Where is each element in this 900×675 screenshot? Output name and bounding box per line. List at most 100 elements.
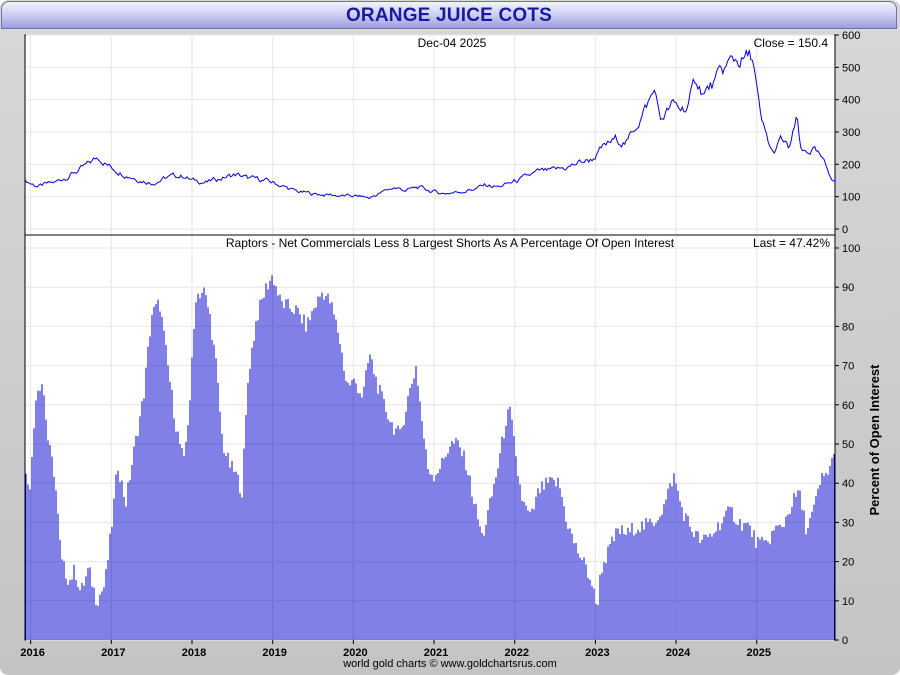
raptors-bar [319,296,321,640]
raptors-bar [615,528,617,640]
raptors-bar [215,358,217,640]
raptors-bar [367,363,369,640]
raptors-bar [359,393,361,640]
raptors-bar [237,474,239,640]
raptors-bar [807,527,809,640]
price-panel [24,34,836,236]
raptors-bar [453,443,455,640]
raptors-bar [661,514,663,640]
raptors-bar [731,507,733,640]
raptors-bar [721,523,723,640]
raptors-bar [773,530,775,640]
raptors-y-tick-label: 100 [842,243,860,255]
raptors-bar [53,476,55,640]
raptors-bar [363,386,365,640]
raptors-bar [609,544,611,640]
price-y-tick-label: 600 [842,30,860,42]
raptors-bar [369,354,371,640]
raptors-bar [639,532,641,640]
raptors-bar [743,523,745,640]
x-tick-label: 2017 [101,647,125,659]
raptors-y-tick-label: 30 [842,517,854,529]
x-tick-label: 2024 [666,647,691,659]
raptors-bar [681,507,683,640]
raptors-bar [197,293,199,640]
raptors-bar [633,535,635,640]
raptors-bar [249,368,251,640]
raptors-bar [645,518,647,640]
raptors-bar [649,518,651,640]
raptors-bar [759,539,761,640]
raptors-bar [493,483,495,640]
raptors-bar [247,382,249,640]
raptors-bar [507,409,509,640]
raptors-bar [315,307,317,640]
raptors-bar [43,395,45,640]
raptors-bar [71,579,73,640]
x-tick-label: 2021 [424,647,448,659]
raptors-bar [381,391,383,640]
raptors-bar [811,511,813,640]
raptors-bar [535,496,537,640]
raptors-bar [677,490,679,640]
raptors-bar [815,496,817,640]
raptors-bar [635,533,637,640]
raptors-bar [375,376,377,640]
raptors-bar [427,469,429,640]
raptors-bar [343,371,345,640]
price-grid [26,34,834,234]
raptors-bar [345,380,347,640]
raptors-bar [485,525,487,640]
raptors-bar [265,283,267,640]
raptors-bar [151,315,153,640]
raptors-bar [823,475,825,640]
raptors-bar [157,299,159,640]
raptors-bar [747,522,749,640]
raptors-bar [577,553,579,640]
raptors-bar [325,296,327,640]
raptors-bar [629,532,631,640]
raptors-bar [269,280,271,640]
raptors-bar [69,580,71,640]
raptors-bar [371,359,373,640]
raptors-bar [241,497,243,640]
raptors-bar [81,582,83,640]
raptors-bar [565,521,567,640]
price-y-tick-label: 100 [842,192,860,204]
raptors-bar [357,393,359,640]
raptors-bar [297,307,299,640]
raptors-bar [309,320,311,640]
raptors-bar [775,525,777,640]
raptors-bar [553,479,555,640]
raptors-bar [245,415,247,640]
raptors-bar [27,484,29,640]
raptors-bar [395,428,397,640]
raptors-bar [583,557,585,640]
footer-credit: world gold charts © www.goldchartsrus.co… [343,658,557,670]
raptors-bar [107,560,109,640]
raptors-bar [97,605,99,640]
raptors-bar [627,527,629,640]
raptors-bar [691,531,693,640]
raptors-bar [115,474,117,640]
raptors-bar [717,522,719,640]
x-tick-label: 2025 [747,647,771,659]
raptors-bar [239,493,241,640]
raptors-bar [517,476,519,640]
raptors-bar [617,528,619,640]
raptors-bar [273,285,275,640]
raptors-bar [547,482,549,640]
raptors-bar [569,528,571,640]
raptors-bar [37,390,39,640]
raptors-bar [431,474,433,640]
price-y-tick-label: 0 [842,224,848,236]
raptors-bar [429,474,431,640]
raptors-bar [299,314,301,640]
raptors-bar [55,490,57,640]
raptors-bar [637,529,639,640]
raptors-bar [589,579,591,640]
raptors-bar [723,516,725,640]
raptors-bar [563,506,565,640]
raptors-bar [463,450,465,640]
raptors-bar [709,533,711,640]
